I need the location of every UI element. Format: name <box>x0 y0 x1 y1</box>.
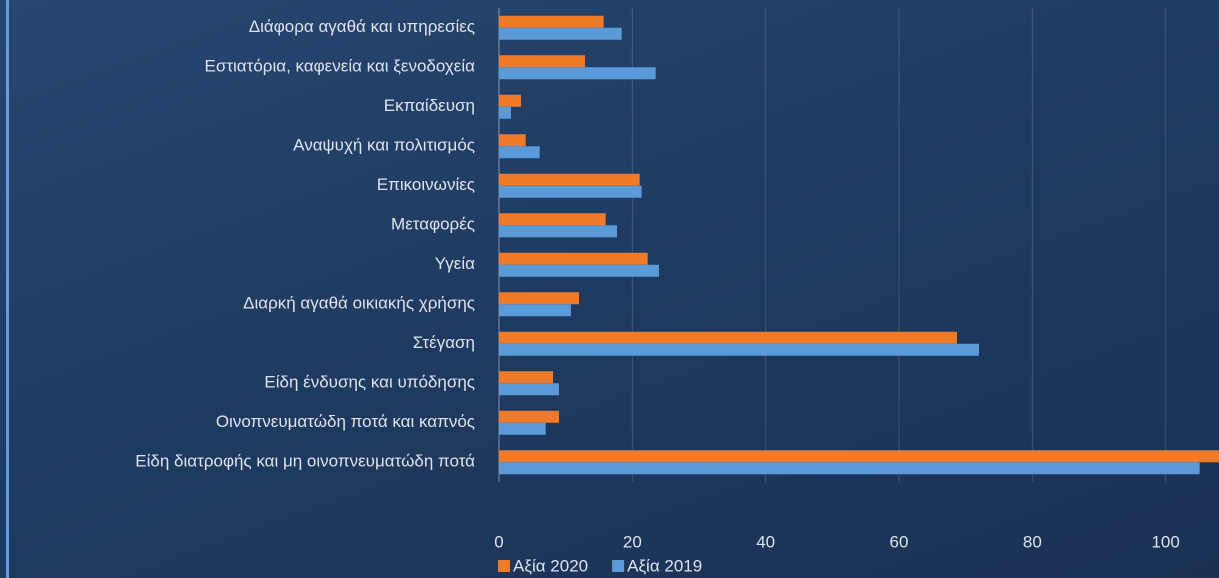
legend-label: Αξία 2020 <box>513 556 588 575</box>
bar <box>499 264 659 277</box>
y-tick-label: Επικοινωνίες <box>377 175 475 194</box>
bar <box>499 185 642 198</box>
y-tick-label: Είδη διατροφής και μη οινοπνευματώδη ποτ… <box>135 452 475 471</box>
legend-label: Αξία 2019 <box>627 556 702 575</box>
y-tick-label: Μεταφορές <box>391 215 475 234</box>
x-tick-label: 20 <box>623 532 642 551</box>
legend-swatch <box>498 560 510 572</box>
bar <box>499 462 1200 475</box>
y-tick-label: Είδη ένδυσης και υπόδησης <box>264 373 475 392</box>
x-tick-label: 100 <box>1151 532 1179 551</box>
y-tick-label: Υγεία <box>435 254 475 273</box>
bar <box>499 304 571 317</box>
bar <box>499 106 511 119</box>
x-tick-label: 80 <box>1023 532 1042 551</box>
bar <box>499 55 585 68</box>
bar <box>499 67 656 80</box>
bar <box>499 343 979 356</box>
bar <box>499 292 579 305</box>
frame-edge <box>6 0 9 578</box>
bar <box>499 134 526 147</box>
y-tick-label: Εκπαίδευση <box>384 96 475 115</box>
y-tick-label: Διαρκή αγαθά οικιακής χρήσης <box>243 294 475 313</box>
bar <box>499 371 553 384</box>
bar <box>499 422 546 435</box>
bar <box>499 225 617 238</box>
y-tick-label: Διάφορα αγαθά και υπηρεσίες <box>249 17 475 36</box>
x-tick-label: 0 <box>494 532 503 551</box>
bar <box>499 173 640 186</box>
bar <box>499 331 957 344</box>
y-tick-label: Εστιατόρια, καφενεία και ξενοδοχεία <box>204 57 475 76</box>
y-tick-label: Στέγαση <box>413 333 475 352</box>
x-tick-label: 40 <box>756 532 775 551</box>
bar <box>499 252 648 265</box>
bar <box>499 383 559 396</box>
x-tick-label: 60 <box>890 532 909 551</box>
bar <box>499 450 1219 463</box>
bar <box>499 27 622 40</box>
y-tick-label: Αναψυχή και πολιτισμός <box>293 136 475 155</box>
bar <box>499 410 559 423</box>
bar <box>499 15 604 28</box>
bar <box>499 146 540 159</box>
legend-swatch <box>612 560 625 572</box>
y-tick-label: Οινοπνευματώδη ποτά και καπνός <box>216 412 475 431</box>
bar <box>499 213 606 226</box>
bar <box>499 94 521 107</box>
